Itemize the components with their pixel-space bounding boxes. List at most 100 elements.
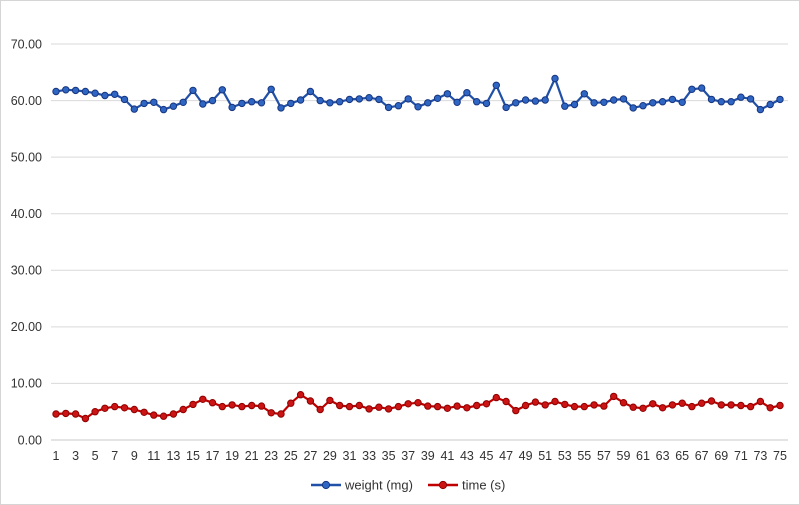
legend-marker-icon	[438, 480, 448, 490]
legend-item-time-s[interactable]: time (s)	[428, 478, 505, 493]
data-point-time-s	[482, 400, 491, 408]
data-point-time-s	[306, 397, 315, 405]
data-point-time-s	[629, 403, 637, 411]
x-axis-tick-label: 29	[323, 449, 337, 463]
data-point-time-s	[130, 405, 139, 414]
data-point-time-s	[169, 410, 178, 418]
data-point-weight-mg	[199, 100, 207, 108]
data-point-weight-mg	[316, 96, 324, 105]
data-point-time-s	[766, 404, 774, 412]
legend-item-weight-mg[interactable]: weight (mg)	[311, 478, 413, 493]
data-point-time-s	[433, 402, 442, 411]
data-point-weight-mg	[169, 102, 178, 110]
data-point-weight-mg	[590, 99, 598, 107]
data-point-time-s	[619, 399, 628, 407]
x-axis-tick-label: 25	[284, 449, 298, 463]
x-axis-tick-label: 43	[460, 449, 474, 463]
x-axis-tick-label: 11	[147, 449, 160, 463]
y-axis-tick-label: 60.00	[11, 94, 42, 108]
data-point-weight-mg	[375, 95, 383, 104]
x-axis-tick-label: 3	[72, 449, 79, 463]
data-point-weight-mg	[580, 90, 588, 98]
data-point-weight-mg	[71, 86, 80, 95]
data-point-weight-mg	[267, 85, 275, 94]
x-axis-tick-label: 67	[695, 449, 709, 463]
data-point-weight-mg	[512, 99, 520, 107]
data-point-time-s	[453, 402, 461, 410]
data-point-time-s	[140, 408, 148, 416]
x-axis-tick-label: 15	[186, 449, 200, 463]
x-axis-tick-label: 37	[401, 449, 415, 463]
legend-label: time (s)	[462, 478, 505, 493]
data-point-weight-mg	[277, 104, 285, 112]
data-point-weight-mg	[737, 93, 745, 101]
data-point-time-s	[600, 402, 608, 410]
data-point-time-s	[717, 401, 725, 409]
data-point-time-s	[375, 403, 383, 411]
data-point-time-s	[668, 401, 677, 409]
legend: weight (mg) time (s)	[311, 478, 505, 493]
x-axis-tick-label: 23	[264, 449, 278, 463]
data-point-weight-mg	[120, 95, 129, 104]
data-point-weight-mg	[521, 96, 530, 104]
data-point-time-s	[120, 404, 129, 412]
x-axis-tick-label: 41	[440, 449, 454, 463]
data-point-time-s	[267, 409, 275, 417]
data-point-time-s	[257, 402, 266, 410]
data-point-weight-mg	[541, 96, 549, 104]
data-point-weight-mg	[619, 95, 628, 103]
data-point-time-s	[551, 397, 559, 406]
data-point-time-s	[277, 410, 285, 418]
x-axis-tick-label: 7	[111, 449, 118, 463]
data-point-time-s	[336, 401, 344, 410]
data-point-time-s	[492, 393, 500, 402]
x-axis-tick-label: 73	[753, 449, 767, 463]
data-point-time-s	[101, 404, 109, 412]
data-point-time-s	[561, 400, 569, 409]
data-point-time-s	[463, 404, 471, 412]
y-axis-tick-label: 30.00	[11, 264, 42, 278]
x-axis-tick-label: 39	[421, 449, 435, 463]
data-point-weight-mg	[746, 95, 755, 103]
data-point-weight-mg	[257, 99, 266, 107]
data-point-weight-mg	[384, 103, 393, 112]
x-axis-tick-label: 55	[577, 449, 591, 463]
data-point-time-s	[394, 402, 403, 411]
data-point-time-s	[737, 401, 745, 410]
data-point-time-s	[150, 411, 158, 419]
data-point-weight-mg	[766, 100, 774, 109]
data-point-weight-mg	[326, 99, 334, 107]
x-axis-tick-label: 51	[538, 449, 552, 463]
data-point-weight-mg	[130, 105, 139, 113]
data-point-time-s	[199, 395, 207, 403]
data-point-weight-mg	[492, 81, 500, 90]
data-point-time-s	[159, 412, 168, 420]
data-point-weight-mg	[81, 87, 90, 96]
data-point-weight-mg	[649, 99, 657, 107]
data-point-weight-mg	[629, 104, 637, 112]
data-point-time-s	[521, 401, 530, 410]
data-point-time-s	[189, 400, 197, 409]
data-point-time-s	[531, 398, 540, 406]
data-point-time-s	[698, 399, 706, 407]
y-axis-tick-label: 50.00	[11, 150, 42, 164]
data-point-time-s	[776, 401, 784, 410]
legend-marker-icon	[321, 480, 331, 490]
data-point-time-s	[296, 391, 305, 399]
data-point-weight-mg	[610, 96, 618, 104]
data-point-weight-mg	[698, 84, 706, 92]
data-point-time-s	[62, 409, 70, 418]
data-point-time-s	[248, 401, 256, 410]
data-point-weight-mg	[443, 90, 452, 98]
x-axis-tick-label: 9	[131, 449, 138, 463]
data-point-weight-mg	[717, 98, 725, 106]
data-point-weight-mg	[658, 98, 667, 106]
data-point-time-s	[355, 401, 363, 410]
data-point-weight-mg	[463, 89, 471, 97]
data-point-time-s	[414, 399, 422, 407]
data-point-time-s	[590, 401, 598, 409]
data-point-weight-mg	[287, 99, 295, 108]
data-point-weight-mg	[502, 103, 510, 112]
data-point-time-s	[727, 401, 735, 409]
